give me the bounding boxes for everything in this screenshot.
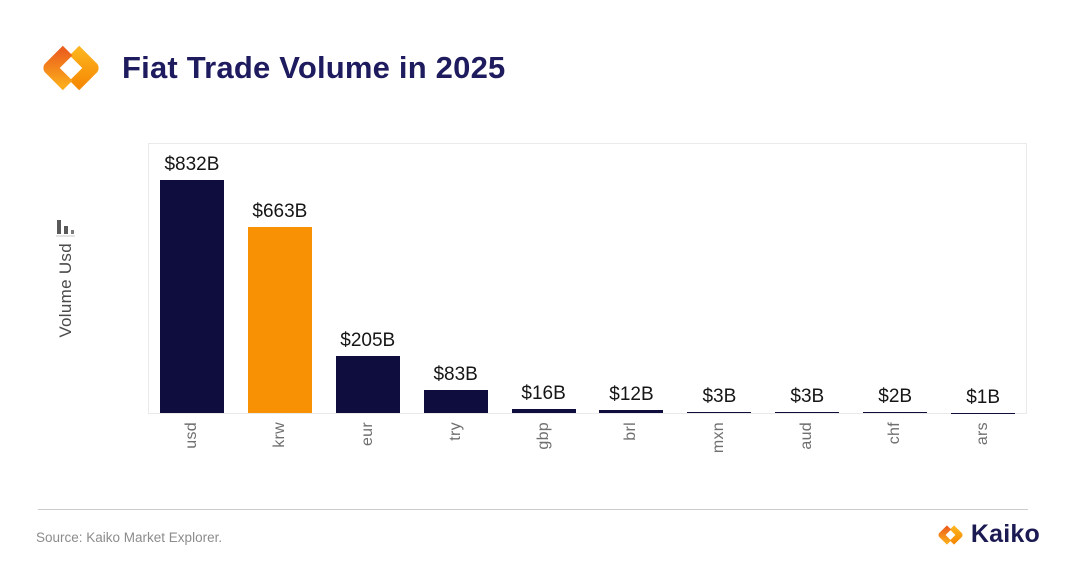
bar — [687, 412, 752, 413]
bar-chart: $832B usd $663B krw $205B eur $83B — [148, 143, 1027, 453]
bar-value-label: $3B — [702, 386, 737, 408]
bar-zone: $2B — [851, 143, 939, 413]
y-axis-title: Volume Usd — [56, 242, 75, 338]
x-tick-label: usd — [182, 422, 200, 449]
bar-column: $2B chf — [851, 143, 939, 453]
bar — [599, 409, 664, 413]
bar-zone: $205B — [324, 143, 412, 413]
bar-zone: $3B — [675, 143, 763, 413]
bar-column: $1B ars — [939, 143, 1027, 453]
bar-column: $12B brl — [588, 143, 676, 453]
bar-value-label: $3B — [790, 386, 825, 408]
bar-column: $663B krw — [236, 143, 324, 453]
bar — [423, 389, 488, 413]
bar-zone: $16B — [500, 143, 588, 413]
bar-column: $832B usd — [148, 143, 236, 453]
bar — [511, 408, 576, 413]
bar-value-label: $2B — [878, 386, 913, 408]
kaiko-logo-icon — [43, 45, 99, 91]
bar — [159, 179, 224, 413]
bar-zone: $83B — [412, 143, 500, 413]
bar-value-label: $663B — [252, 201, 308, 223]
y-axis-label-group: Volume Usd — [44, 143, 88, 413]
bar-column: $16B gbp — [500, 143, 588, 453]
bar-zone: $832B — [148, 143, 236, 413]
bar — [335, 355, 400, 413]
x-tick-label: aud — [798, 422, 816, 450]
bar-zone: $1B — [939, 143, 1027, 413]
brand-wordmark: Kaiko — [970, 520, 1040, 548]
x-tick-label: eur — [358, 422, 376, 447]
x-tick-label: gbp — [534, 422, 552, 450]
mini-bar-chart-icon — [56, 219, 75, 237]
source-text: Source: Kaiko Market Explorer. — [36, 530, 223, 545]
bar-value-label: $12B — [609, 383, 654, 405]
bar — [247, 227, 312, 413]
x-tick-label: mxn — [710, 422, 728, 454]
bar-value-label: $832B — [164, 153, 220, 175]
bar-column: $3B aud — [763, 143, 851, 453]
x-tick-label: krw — [270, 422, 288, 448]
bar-value-label: $83B — [433, 363, 478, 385]
footer-divider — [38, 509, 1028, 510]
bar — [775, 412, 840, 413]
bar-value-label: $1B — [966, 386, 1001, 408]
x-tick-label: try — [446, 422, 464, 441]
bar — [863, 412, 928, 413]
kaiko-mark-icon — [938, 524, 963, 545]
bar-column: $83B try — [412, 143, 500, 453]
brand-logo: Kaiko — [937, 520, 1040, 549]
bar-zone: $3B — [763, 143, 851, 413]
page-title: Fiat Trade Volume in 2025 — [122, 50, 506, 85]
bar-column: $205B eur — [324, 143, 412, 453]
x-tick-label: ars — [974, 422, 992, 446]
x-tick-label: brl — [622, 422, 640, 441]
bar-value-label: $205B — [340, 329, 396, 351]
bar-column: $3B mxn — [675, 143, 763, 453]
bar-value-label: $16B — [521, 382, 566, 404]
bar-zone: $663B — [236, 143, 324, 413]
bar-zone: $12B — [588, 143, 676, 413]
x-tick-label: chf — [886, 422, 904, 445]
